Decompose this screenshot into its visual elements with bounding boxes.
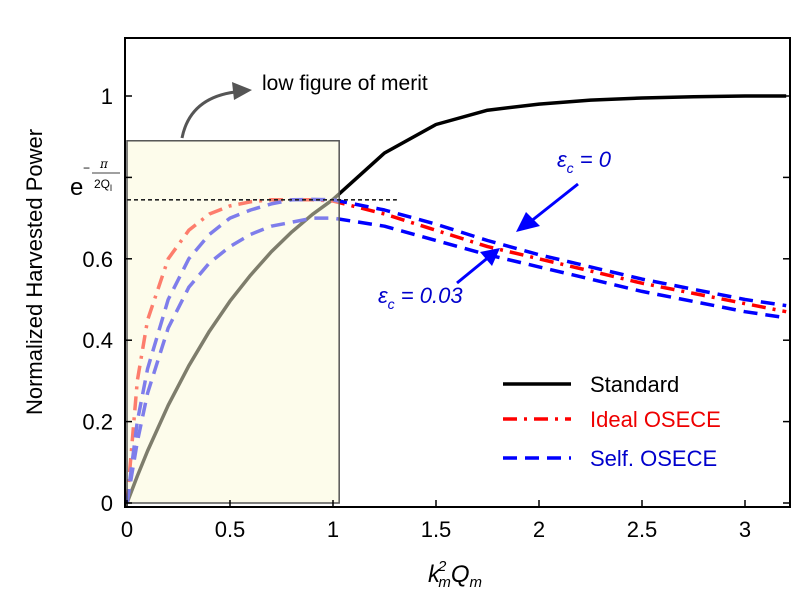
y-tick-label: 1 [101, 84, 113, 109]
y-tick-label: 0.4 [82, 328, 113, 353]
low-merit-highlight-box [126, 140, 340, 504]
y-tick-label-exp: e − π 2Ql [70, 157, 120, 201]
low-merit-arrow [180, 90, 236, 139]
exp-num: π [99, 157, 109, 171]
eps003-arrowhead [480, 248, 500, 266]
axis-ticks: 0 0.5 1 1.5 2 2.5 3 0 0.2 0.4 0.6 1 [82, 84, 790, 542]
exp-sign: − [83, 161, 90, 175]
legend-label-self: Self. OSECE [590, 446, 717, 471]
eps003-arrow [456, 254, 491, 285]
series-line-self-osece-eps-0-03 [125, 216, 787, 504]
x-tick-label: 0 [121, 517, 133, 542]
low-merit-label: low figure of merit [262, 72, 428, 95]
x-tick-label: 2.5 [627, 517, 658, 542]
legend: Standard Ideal OSECE Self. OSECE [503, 372, 721, 471]
eps003-label: εc = 0.03 [378, 283, 463, 312]
legend-label-ideal: Ideal OSECE [590, 407, 721, 432]
x-tick-label: 1 [327, 517, 339, 542]
eps0-label: εc = 0 [557, 147, 612, 176]
exp-base: e [70, 174, 83, 201]
plot-frame [124, 37, 791, 508]
y-axis-label: Normalized Harvested Power [22, 129, 47, 415]
y-tick-label: 0.2 [82, 410, 113, 435]
x-tick-label: 1.5 [421, 517, 452, 542]
x-tick-label: 0.5 [215, 517, 246, 542]
eps0-arrow [529, 182, 579, 224]
x-tick-label: 2 [533, 517, 545, 542]
x-axis-label: k2 mQm [428, 558, 482, 591]
eps0-arrowhead [516, 212, 540, 232]
exp-den: 2Ql [94, 177, 112, 193]
y-tick-label: 0.6 [82, 247, 113, 272]
low-merit-arrowhead [232, 82, 252, 100]
legend-label-standard: Standard [590, 372, 679, 397]
y-tick-label: 0 [101, 491, 113, 516]
x-tick-label: 3 [739, 517, 751, 542]
